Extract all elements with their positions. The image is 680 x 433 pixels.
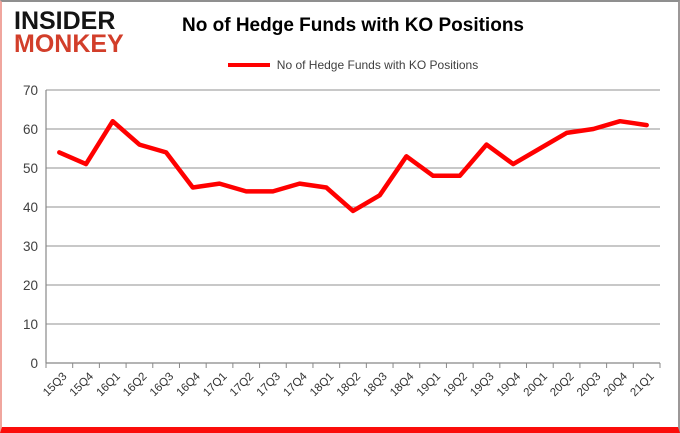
legend-label: No of Hedge Funds with KO Positions — [276, 58, 479, 72]
svg-text:16Q4: 16Q4 — [175, 370, 204, 399]
svg-text:19Q4: 19Q4 — [495, 370, 524, 399]
logo-monkey-text: MONKEY — [14, 30, 124, 58]
svg-text:17Q3: 17Q3 — [255, 371, 283, 399]
svg-text:17Q1: 17Q1 — [201, 371, 229, 399]
svg-text:20: 20 — [23, 278, 38, 293]
chart-title: No of Hedge Funds with KO Positions — [182, 15, 524, 36]
logo-insider-text: INSIDER — [14, 7, 116, 35]
svg-text:40: 40 — [23, 200, 38, 215]
svg-text:50: 50 — [23, 161, 38, 176]
svg-text:20Q2: 20Q2 — [548, 371, 576, 399]
svg-text:18Q2: 18Q2 — [335, 371, 363, 399]
svg-text:60: 60 — [23, 122, 38, 137]
svg-text:70: 70 — [23, 83, 38, 98]
svg-text:15Q4: 15Q4 — [68, 370, 97, 399]
svg-text:21Q1: 21Q1 — [628, 371, 656, 399]
svg-text:18Q3: 18Q3 — [361, 371, 389, 399]
svg-text:19Q2: 19Q2 — [442, 371, 470, 399]
svg-text:18Q1: 18Q1 — [308, 371, 336, 399]
insider-monkey-logo: INSIDER MONKEY — [14, 7, 124, 58]
svg-text:20Q4: 20Q4 — [602, 370, 631, 399]
svg-text:10: 10 — [23, 317, 38, 332]
svg-text:20Q1: 20Q1 — [522, 371, 550, 399]
svg-text:19Q3: 19Q3 — [468, 371, 496, 399]
svg-text:16Q2: 16Q2 — [121, 371, 149, 399]
svg-text:19Q1: 19Q1 — [415, 371, 443, 399]
chart-legend: No of Hedge Funds with KO Positions — [48, 58, 658, 72]
svg-text:16Q3: 16Q3 — [148, 371, 176, 399]
svg-text:0: 0 — [30, 356, 38, 371]
legend-line-swatch — [227, 63, 270, 67]
svg-text:20Q3: 20Q3 — [575, 371, 603, 399]
svg-text:17Q2: 17Q2 — [228, 371, 256, 399]
svg-text:30: 30 — [23, 239, 38, 254]
svg-text:15Q3: 15Q3 — [41, 371, 69, 399]
svg-text:16Q1: 16Q1 — [94, 371, 122, 399]
svg-text:18Q4: 18Q4 — [388, 370, 417, 399]
svg-text:17Q4: 17Q4 — [281, 370, 310, 399]
